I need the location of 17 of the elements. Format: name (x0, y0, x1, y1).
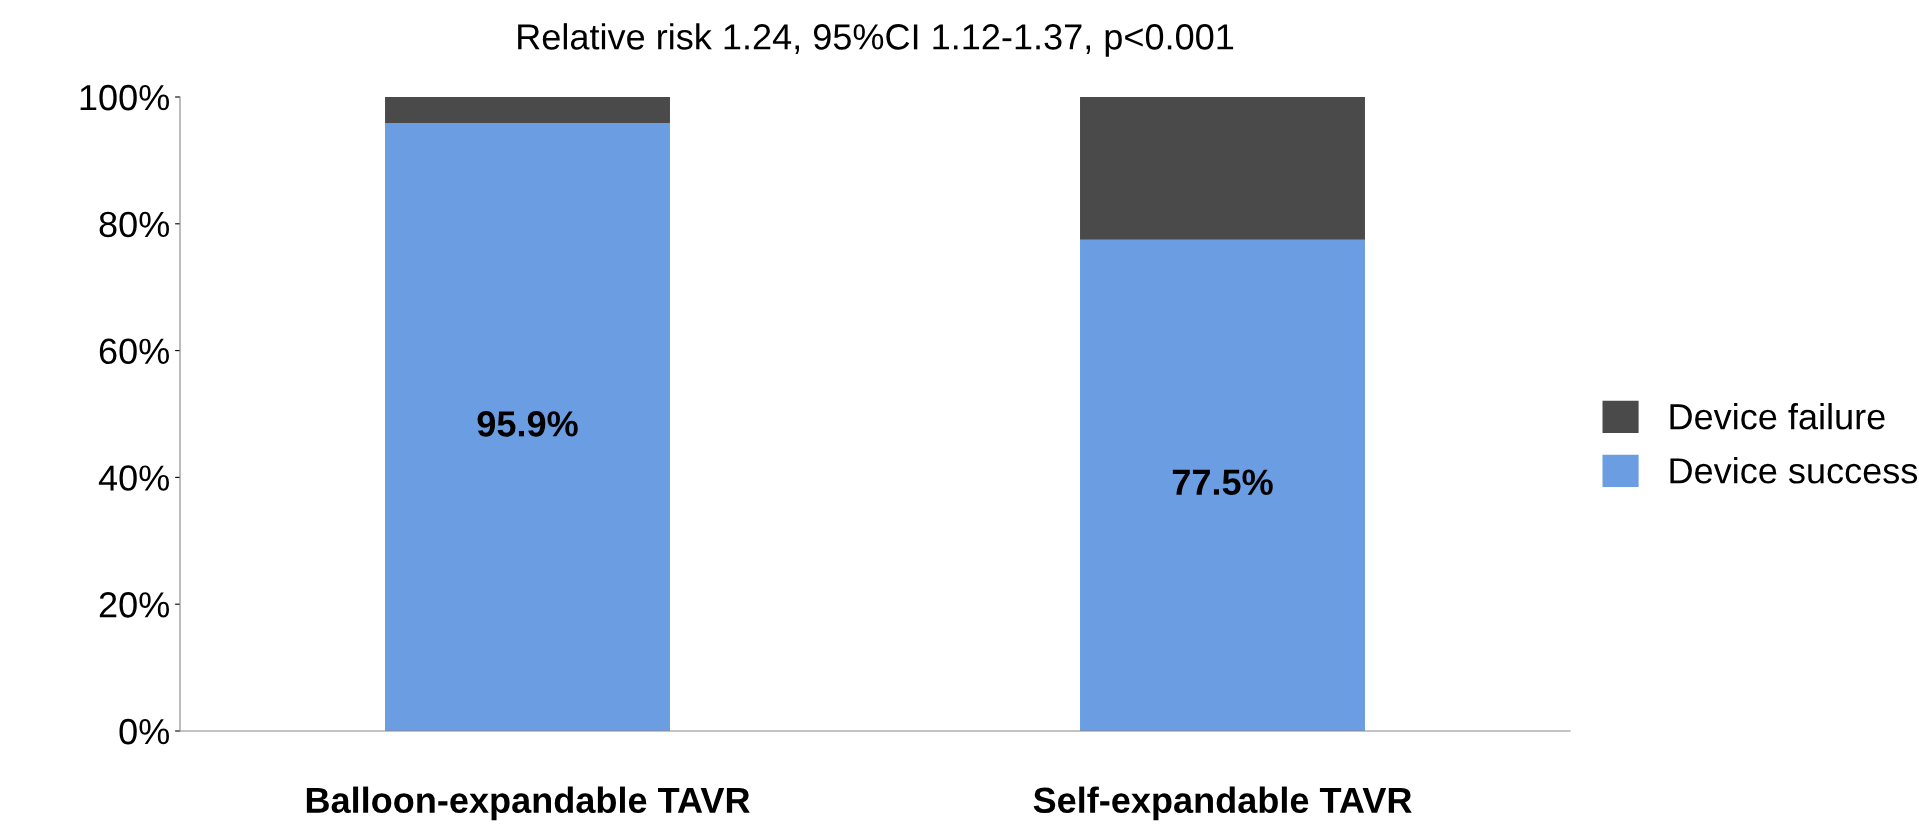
legend-label: Device success (1670, 457, 1918, 484)
x-tick-label: Self-expandable TAVR (1033, 786, 1412, 821)
y-tick-label: 80% (99, 211, 169, 238)
data-label: 95.9% (477, 411, 578, 437)
bar (1080, 97, 1365, 240)
bar (1080, 239, 1365, 731)
chart-title: Relative risk 1.24, 95%CI 1.12-1.37, p<0.001 (518, 23, 1234, 57)
bar (385, 122, 670, 731)
y-tick-label: 100% (80, 84, 169, 111)
legend-label: Device failure (1670, 403, 1885, 430)
x-tick-label: Balloon-expandable TAVR (306, 786, 750, 821)
y-tick-label: 60% (99, 338, 169, 365)
y-tick-label: 40% (98, 465, 169, 491)
y-tick-label: 20% (99, 592, 169, 618)
bar (385, 97, 670, 123)
data-label: 77.5% (1172, 469, 1273, 496)
y-tick-label: 0% (119, 718, 169, 745)
